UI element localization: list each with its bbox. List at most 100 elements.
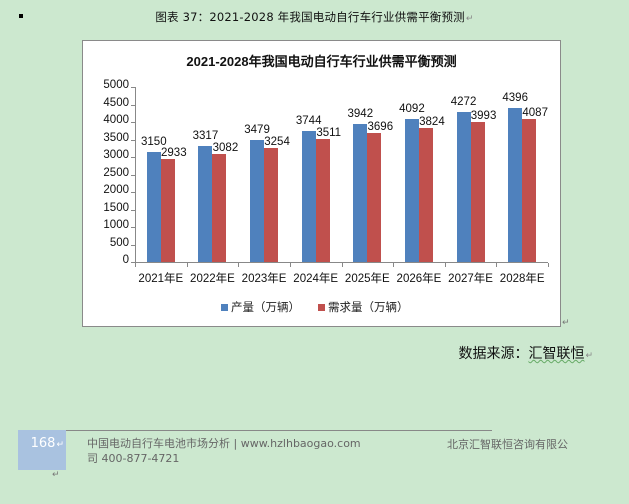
chart-legend: 产量（万辆） 需求量（万辆） — [221, 299, 409, 315]
y-tick-mark — [131, 122, 135, 123]
data-label: 3942 — [347, 108, 374, 121]
bar-demand — [160, 159, 175, 262]
y-tick-label: 1500 — [103, 201, 129, 214]
bar-demand — [522, 118, 537, 262]
x-axis — [135, 262, 548, 263]
x-tick-mark — [496, 263, 498, 267]
bar-demand — [264, 148, 279, 262]
data-label: 3993 — [470, 110, 497, 123]
bar-production — [250, 140, 265, 262]
data-label: 3696 — [367, 120, 394, 133]
chart-title: 2021-2028年我国电动自行车行业供需平衡预测 — [186, 54, 457, 69]
x-tick-mark — [393, 263, 395, 267]
y-tick-label: 1000 — [103, 219, 129, 231]
footer-divider — [66, 430, 492, 431]
y-tick-label: 5000 — [103, 79, 129, 91]
y-tick-mark — [131, 157, 135, 158]
footer-company-name: 北京汇智联恒咨询有限公 — [447, 438, 568, 451]
data-label: 3317 — [192, 129, 219, 142]
legend-label: 产量（万辆） — [231, 300, 300, 314]
y-tick-label: 2500 — [103, 166, 129, 179]
footer-company: 北京汇智联恒咨询有限公 — [447, 436, 568, 452]
x-tick-mark — [135, 263, 136, 267]
footer-left: 中国电动自行车电池市场分析 | www.hzlhbaogao.com 司 400… — [87, 436, 427, 466]
paragraph-mark-icon: ↵ — [465, 14, 474, 24]
y-tick-mark — [131, 192, 135, 193]
y-tick-label: 2000 — [103, 184, 129, 196]
y-tick-mark — [131, 87, 135, 88]
plot-area: 0 500 1000 1500 2000 2500 3000 3500 4000 4500 5000… — [83, 41, 560, 326]
y-axis — [135, 87, 136, 263]
bar-production — [404, 118, 419, 262]
data-label: 3744 — [295, 114, 322, 127]
paragraph-mark-icon: ↵ — [52, 470, 60, 480]
y-tick-mark — [131, 209, 135, 211]
bar-demand — [367, 132, 382, 262]
y-tick-mark — [131, 244, 135, 246]
paragraph-mark-icon: ↵ — [56, 440, 64, 450]
data-label: 3254 — [264, 136, 290, 149]
paragraph-mark-icon: ↵ — [585, 351, 593, 361]
page-number: 168 — [30, 436, 56, 451]
data-label: 2933 — [161, 147, 187, 160]
bar-demand — [470, 122, 485, 262]
x-category-label: 2028年E — [499, 273, 545, 285]
bar-demand — [212, 154, 227, 262]
data-label: 4087 — [522, 106, 548, 119]
y-tick-mark — [131, 174, 135, 176]
y-tick-label: 500 — [109, 236, 129, 249]
x-tick-mark — [548, 263, 549, 267]
bar-production — [146, 151, 161, 262]
figure-caption: 图表 37：2021-2028 年我国电动自行车行业供需平衡预测↵ — [0, 9, 629, 25]
y-tick-label: 3500 — [103, 131, 129, 144]
data-label: 3082 — [212, 142, 239, 155]
bar-production — [301, 130, 316, 262]
x-category-label: 2022年E — [190, 273, 235, 285]
x-category-label: 2027年E — [448, 273, 493, 285]
data-source: 数据来源：汇智联恒↵ — [458, 343, 593, 363]
figure-caption-text: 图表 37：2021-2028 年我国电动自行车行业供需平衡预测 — [155, 10, 465, 24]
footer-report-title: 中国电动自行车电池市场分析 | www.hzlhbaogao.com — [87, 437, 361, 450]
x-tick-mark — [444, 263, 446, 267]
legend-label: 需求量（万辆） — [328, 300, 409, 314]
bar-production — [353, 124, 368, 262]
bar-demand — [418, 128, 433, 262]
legend-item-production: 产量（万辆） — [221, 299, 300, 315]
legend-item-demand: 需求量（万辆） — [318, 299, 409, 315]
source-value: 汇智联恒 — [528, 346, 585, 362]
data-label: 3824 — [419, 116, 445, 129]
data-label: 3479 — [244, 124, 270, 137]
x-tick-mark — [238, 263, 240, 267]
data-label: 4272 — [450, 96, 477, 109]
data-label: 3150 — [141, 135, 167, 148]
page-number-box: 168↵ — [18, 430, 66, 470]
chart-frame[interactable]: 2021-2028年我国电动自行车行业供需平衡预测 0 500 1000 1500 20… — [82, 40, 561, 327]
y-tick-label: 0 — [122, 254, 129, 266]
source-label: 数据来源： — [458, 346, 529, 362]
bar-demand — [315, 139, 330, 262]
x-category-label: 2025年E — [344, 273, 390, 285]
y-tick-mark — [131, 262, 135, 263]
footer-phone: 司 400-877-4721 — [87, 452, 180, 465]
bar-production — [198, 145, 213, 262]
paragraph-mark-icon: ↵ — [562, 318, 570, 328]
y-tick-mark — [131, 227, 135, 228]
y-tick-label: 3000 — [103, 149, 129, 161]
data-label: 3511 — [316, 127, 342, 140]
bar-production — [508, 108, 523, 262]
x-category-label: 2023年E — [241, 273, 287, 285]
data-label: 4092 — [399, 102, 425, 115]
y-tick-label: 4000 — [103, 114, 129, 126]
x-category-label: 2026年E — [396, 273, 442, 285]
list-bullet — [19, 14, 23, 18]
y-tick-mark — [131, 139, 135, 141]
x-tick-mark — [186, 263, 188, 267]
x-category-label: 2024年E — [293, 273, 339, 285]
legend-swatch-icon — [221, 303, 228, 311]
x-category-label: 2021年E — [138, 273, 184, 285]
data-label: 4396 — [502, 92, 528, 105]
bar-production — [456, 112, 471, 262]
x-tick-mark — [289, 263, 291, 267]
y-tick-label: 4500 — [103, 96, 129, 109]
y-tick-mark — [131, 104, 135, 106]
